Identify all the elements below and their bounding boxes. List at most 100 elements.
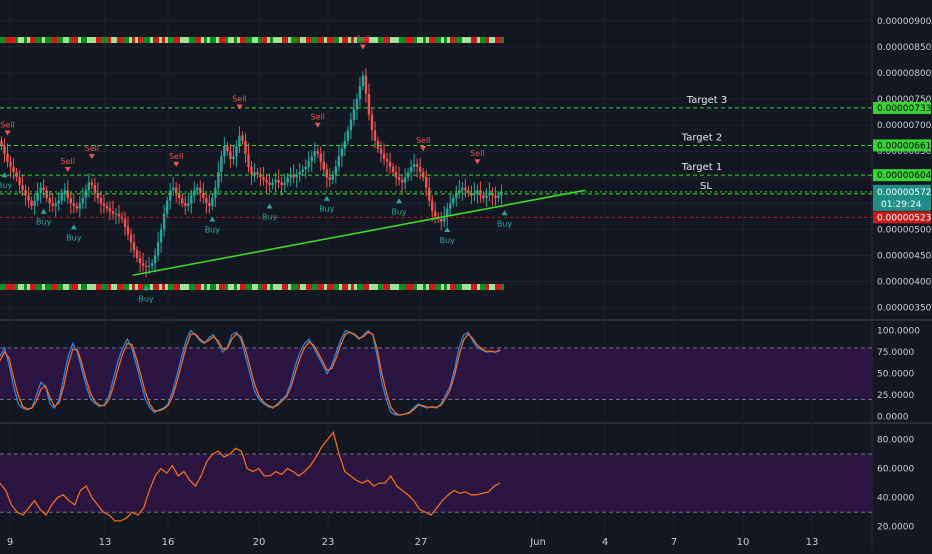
heat-strip-cell [471,284,474,290]
heat-strip-cell [183,284,186,290]
y-tick-label: 0.00000500 [877,225,932,235]
heat-strip-cell [102,37,105,43]
candle-body [93,185,97,193]
sell-signal-label: Sell [0,121,14,130]
candle-body [241,135,244,141]
heat-strip-cell [381,284,384,290]
candle-body [99,198,103,204]
heat-strip-cell [438,284,441,290]
heat-strip-cell [303,284,306,290]
heat-strip-cell [60,37,63,43]
heat-strip-cell [321,284,324,290]
x-tick-label: 4 [602,537,608,548]
heat-strip-cell [156,37,159,43]
heat-strip-cell [78,284,81,290]
candle-body [340,148,344,157]
heat-strip-cell [243,284,246,290]
heat-strip-cell [165,284,168,290]
heat-strip-cell [246,37,249,43]
buy-arrow-icon [70,224,77,230]
heat-strip-cell [255,284,258,290]
heat-strip-cell [270,37,273,43]
buy-arrow-icon [266,203,273,209]
heat-strip-cell [147,284,150,290]
heat-strip-cell [405,37,408,43]
candle-body [361,75,365,87]
heat-strip-cell [294,37,297,43]
candle-body [388,161,392,167]
heat-strip-cell [330,37,333,43]
heat-strip-cell [459,284,462,290]
candle-body [184,203,187,206]
heat-strip-cell [246,284,249,290]
heat-strip-cell [453,284,456,290]
candle-body [274,179,277,183]
buy-signal-label: Buy [138,294,154,303]
heat-strip-cell [27,284,30,290]
heat-strip-cell [303,37,306,43]
candle-body [292,174,295,178]
heat-strip-cell [168,284,171,290]
candle-body [135,250,139,259]
candle-body [482,195,485,199]
heat-strip-cell [108,37,111,43]
heat-strip-cell [18,37,21,43]
heat-strip-cell [399,284,402,290]
candle-body [310,156,313,162]
heat-strip-cell [132,37,135,43]
candle-body [325,169,329,178]
candle-body [159,229,163,243]
candle-body [434,211,437,217]
candle-body [181,198,184,204]
candle-body [373,130,377,141]
heat-strip-cell [489,37,492,43]
heat-strip-cell [408,37,411,43]
heat-strip-cell [375,284,378,290]
candle-body [66,190,69,199]
candle-body [343,140,347,149]
candle-body [33,200,36,206]
heat-strip-cell [318,284,321,290]
heat-strip-cell [180,37,183,43]
heat-strip-cell [411,37,414,43]
candle-body [394,172,398,178]
heat-strip-cell [291,284,294,290]
heat-strip-cell [57,37,60,43]
candle-body [36,192,39,201]
candle-body [391,166,395,173]
heat-strip-cell [84,284,87,290]
heat-strip-cell [234,37,237,43]
candle-body [196,187,199,191]
heat-strip-cell [480,284,483,290]
buy-arrow-icon [396,198,403,204]
candle-body [449,203,452,209]
heat-strip-cell [36,284,39,290]
heat-strip-cell [60,284,63,290]
heat-strip-cell [369,284,372,290]
heat-strip-cell [435,284,438,290]
candle-body [479,190,482,196]
candle-body [48,198,51,204]
x-tick-label: 10 [737,537,750,548]
candle-body [162,213,166,230]
heat-strip-cell [483,284,486,290]
buy-signal-label: Buy [205,226,221,235]
heat-strip-cell [240,284,243,290]
heat-strip-cell [261,37,264,43]
heat-strip-cell [48,37,51,43]
heat-strip-cell [213,37,216,43]
heat-strip-cell [141,37,144,43]
heat-strip-cell [252,37,255,43]
candle-body [72,203,75,206]
level-price-text: 0.00000733 [877,104,931,114]
heat-strip-cell [372,37,375,43]
heat-strip-cell [120,37,123,43]
candle-body [42,187,45,191]
heat-strip-cell [342,284,345,290]
heat-strip-cell [429,37,432,43]
candle-body [232,156,235,159]
oscillator-tick-label: 25.0000 [877,391,914,401]
heat-strip-cell [357,284,360,290]
